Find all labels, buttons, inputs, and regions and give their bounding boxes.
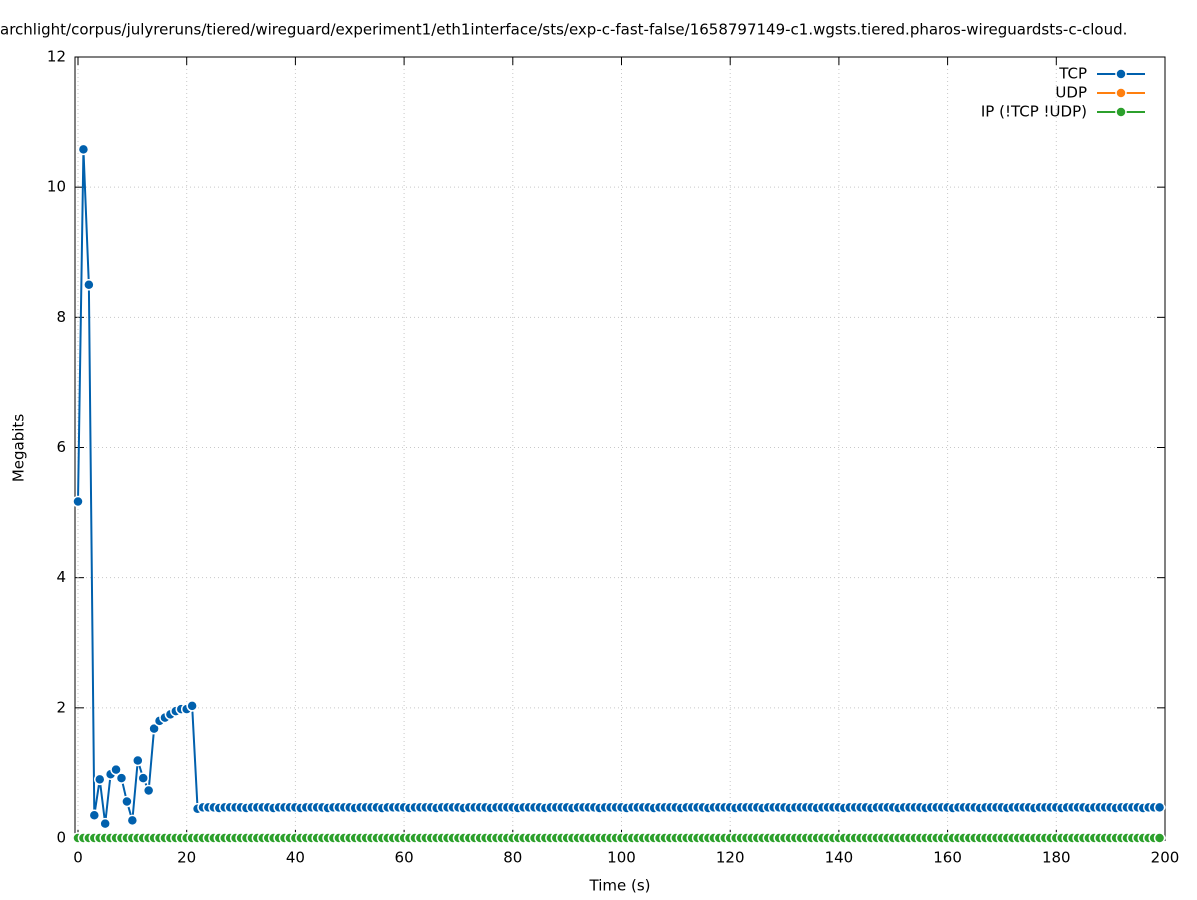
data-point <box>115 772 128 784</box>
x-tick-label: 80 <box>503 849 522 867</box>
legend-marker <box>1115 68 1127 80</box>
legend-marker <box>1115 106 1127 118</box>
x-tick-label: 60 <box>395 849 414 867</box>
y-tick-label: 10 <box>47 178 66 196</box>
x-axis-label: Time (s) <box>589 877 651 895</box>
x-tick-label: 120 <box>716 849 745 867</box>
y-tick-label: 12 <box>47 48 66 66</box>
legend-label: IP (!TCP !UDP) <box>981 103 1087 121</box>
x-tick-label: 140 <box>825 849 854 867</box>
data-point <box>137 772 149 784</box>
legend-marker <box>1115 87 1127 99</box>
data-point <box>99 817 111 830</box>
data-point <box>121 795 133 808</box>
data-point <box>88 809 101 821</box>
x-tick-label: 200 <box>1151 849 1180 867</box>
y-tick-label: 6 <box>56 438 66 456</box>
x-tick-label: 100 <box>607 849 636 867</box>
data-point <box>132 754 144 767</box>
chart-title: archlight/corpus/julyreruns/tiered/wireg… <box>0 21 1127 39</box>
x-tick-label: 180 <box>1042 849 1071 867</box>
data-point <box>1153 832 1166 844</box>
x-tick-label: 160 <box>933 849 962 867</box>
data-point <box>148 722 160 735</box>
y-axis-label: Megabits <box>10 414 28 482</box>
data-point <box>93 773 106 786</box>
x-tick-label: 20 <box>177 849 196 867</box>
y-tick-label: 8 <box>56 308 66 326</box>
data-point <box>83 279 95 291</box>
data-point <box>72 495 84 508</box>
data-point <box>126 814 139 827</box>
series-line <box>77 149 1160 824</box>
data-point <box>110 763 122 776</box>
x-tick-label: 0 <box>73 849 83 867</box>
y-tick-label: 4 <box>56 568 66 586</box>
y-tick-label: 0 <box>56 829 66 847</box>
data-point <box>77 143 90 156</box>
legend-label: UDP <box>1055 84 1087 102</box>
y-tick-label: 2 <box>56 698 66 716</box>
data-point <box>186 700 198 712</box>
x-tick-label: 40 <box>286 849 305 867</box>
legend-label: TCP <box>1058 65 1087 83</box>
data-point <box>142 784 155 797</box>
data-point <box>1153 801 1166 814</box>
